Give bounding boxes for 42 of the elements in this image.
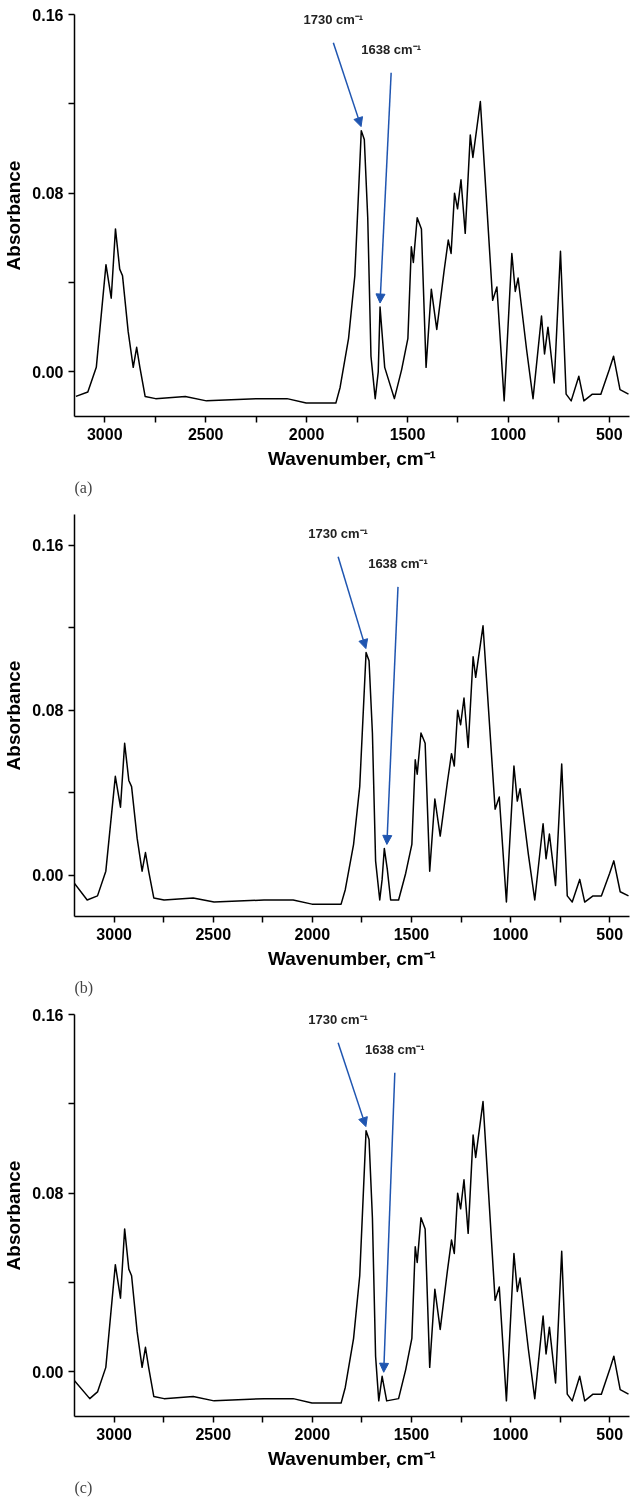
x-tick-label: 500 (595, 425, 623, 443)
x-tick-label: 500 (596, 925, 624, 943)
x-tick-label: 500 (596, 1425, 624, 1443)
x-tick-label: 3000 (96, 925, 133, 943)
annotation: 1730 cm⁻¹ (303, 11, 364, 27)
y-tick-label: 0.16 (32, 1006, 64, 1024)
x-tick-label: 2000 (294, 1425, 331, 1443)
y-tick-label: 0.08 (32, 185, 64, 203)
y-axis-title: Absorbance (3, 1160, 25, 1271)
x-tick-label: 2500 (187, 425, 224, 443)
annotation: 1638 cm⁻¹ (361, 41, 421, 57)
text: (c) (74, 1478, 93, 1497)
y-tick-label: 0.00 (32, 867, 64, 885)
y-tick-label: 0.00 (32, 1363, 64, 1381)
y-axis-title: Absorbance (3, 660, 25, 771)
x-axis-title: Wavenumber, cm⁻¹ (268, 1447, 436, 1469)
text: (a) (74, 478, 93, 497)
annotation: 1638 cm⁻¹ (368, 555, 428, 571)
x-tick-label: 3000 (86, 425, 123, 443)
y-tick-label: 0.16 (32, 6, 64, 24)
x-tick-label: 1000 (492, 925, 529, 943)
x-tick-label: 1500 (389, 425, 426, 443)
y-tick-label: 0.16 (32, 537, 64, 555)
annotation: 1638 cm⁻¹ (364, 1041, 425, 1057)
text: (b) (74, 978, 94, 997)
x-axis-title: Wavenumber, cm⁻¹ (268, 447, 436, 469)
y-tick-label: 0.08 (32, 1185, 64, 1203)
y-tick-label: 0.08 (32, 702, 64, 720)
x-tick-label: 3000 (96, 1425, 133, 1443)
annotation: 1730 cm⁻¹ (308, 525, 368, 541)
y-tick-label: 0.00 (32, 363, 64, 381)
x-tick-label: 1500 (393, 925, 430, 943)
annotation: 1730 cm⁻¹ (308, 1011, 368, 1027)
y-axis-title: Absorbance (3, 160, 25, 271)
x-tick-label: 2000 (294, 925, 331, 943)
x-tick-label: 2500 (195, 1425, 232, 1443)
x-tick-label: 2500 (195, 925, 232, 943)
x-tick-label: 1500 (393, 1425, 430, 1443)
x-axis-title: Wavenumber, cm⁻¹ (268, 947, 436, 969)
x-tick-label: 2000 (288, 425, 325, 443)
x-tick-label: 1000 (492, 1425, 529, 1443)
x-tick-label: 1000 (490, 425, 527, 443)
